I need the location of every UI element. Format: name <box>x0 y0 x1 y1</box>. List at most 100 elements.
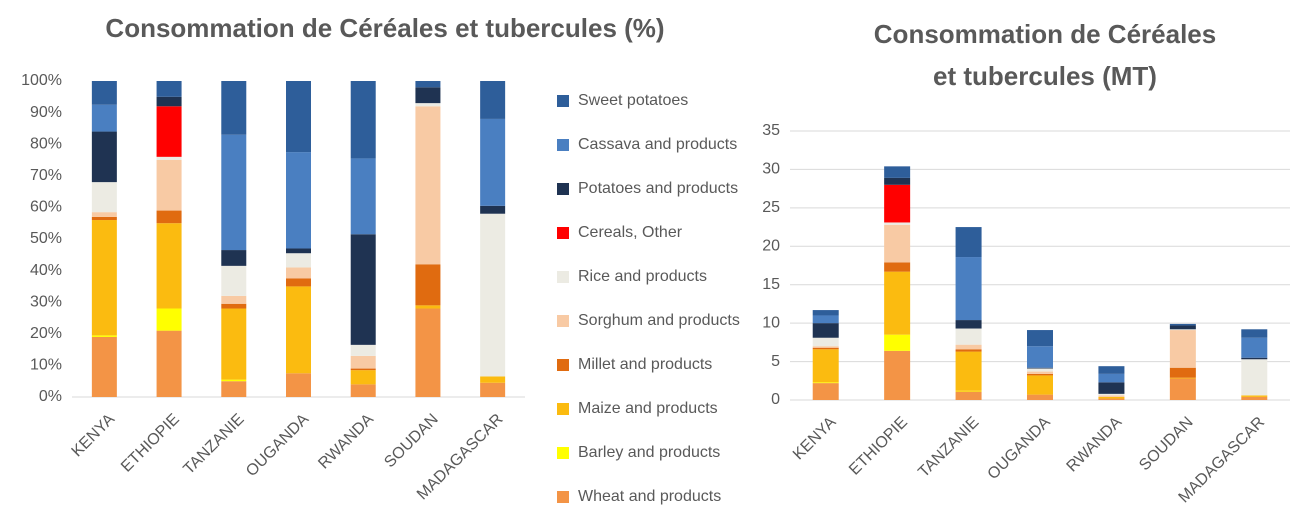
bar-segment <box>812 349 839 383</box>
legend-label: Cassava and products <box>578 136 737 153</box>
bar-segment <box>955 391 982 400</box>
bar-segment <box>221 381 247 397</box>
bar-segment <box>480 382 506 397</box>
x-tick-label: ETHIOPIE <box>846 414 911 479</box>
bar-segment <box>350 344 376 356</box>
y-tick-label: 10 <box>762 314 780 331</box>
bar-segment <box>286 267 311 279</box>
bar-segment <box>1027 394 1053 400</box>
bar-segment <box>1241 396 1268 400</box>
bar-segment <box>350 81 376 159</box>
legend-label: Sorghum and products <box>578 312 740 329</box>
x-tick-label: OUGANDA <box>985 414 1054 483</box>
bar-segment <box>812 347 839 350</box>
legend-swatch <box>557 183 569 195</box>
bar-segment <box>156 156 182 160</box>
legend-swatch <box>557 139 569 151</box>
y-tick-label: 20% <box>30 325 62 342</box>
y-tick-label: 30% <box>30 293 62 310</box>
y-tick-label: 35 <box>762 122 780 139</box>
bar-segment <box>812 383 839 400</box>
bar-segment <box>1027 367 1053 369</box>
bar-segment <box>221 295 247 304</box>
bar-segment <box>415 308 441 397</box>
bar-segment <box>480 81 506 119</box>
bar-segment <box>91 336 117 397</box>
bar-segment <box>286 278 311 287</box>
bar-segment <box>156 223 182 309</box>
bar-segment <box>1169 377 1196 379</box>
bar-segment <box>955 390 982 392</box>
bar-segment <box>156 160 182 211</box>
bar-segment <box>350 370 376 385</box>
legend-swatch <box>557 315 569 327</box>
bar-segment <box>955 351 982 391</box>
bar-segment <box>480 376 506 383</box>
bar-segment <box>286 248 311 254</box>
bar-segment <box>91 220 117 336</box>
y-tick-label: 20 <box>762 238 780 255</box>
bar-segment <box>1241 329 1268 338</box>
bar-segment <box>955 344 982 350</box>
bar-segment <box>884 271 911 335</box>
bar-segment <box>350 234 376 345</box>
bar-segment <box>812 382 839 384</box>
legend-label: Wheat and products <box>578 488 721 505</box>
bar-segment <box>1027 373 1053 376</box>
bar-segment <box>1027 368 1053 372</box>
legend-label: Barley and products <box>578 444 720 461</box>
bar-segment <box>415 87 441 104</box>
legend-swatch <box>557 447 569 459</box>
x-tick-label: KENYA <box>790 414 840 464</box>
legend-label: Millet and products <box>578 356 712 373</box>
bar-segment <box>1098 396 1125 399</box>
bar-segment <box>415 106 441 265</box>
legend-label: Potatoes and products <box>578 180 738 197</box>
bar-segment <box>156 96 182 107</box>
bar-segment <box>812 315 839 324</box>
chart-title: Consommation de Céréales et tubercules (… <box>105 13 664 43</box>
bar-segment <box>1027 375 1053 395</box>
bar-segment <box>884 262 911 272</box>
bar-segment <box>286 81 311 153</box>
bar-segment <box>1169 378 1196 400</box>
bar-segment <box>221 81 247 135</box>
legend-label: Maize and products <box>578 400 718 417</box>
y-tick-label: 10% <box>30 357 62 374</box>
bar-segment <box>955 349 982 352</box>
bar-segment <box>221 250 247 266</box>
bar-segment <box>1098 366 1125 374</box>
bar-segment <box>221 379 247 382</box>
bar-segment <box>286 253 311 268</box>
y-tick-label: 0 <box>771 391 780 408</box>
chart-title: Consommation de Céréales <box>874 19 1216 49</box>
x-tick-label: OUGANDA <box>243 411 312 480</box>
bar-segment <box>1241 357 1268 360</box>
y-tick-label: 0% <box>39 388 62 405</box>
bar-segment <box>286 286 311 374</box>
legend-swatch <box>557 403 569 415</box>
bar-segment <box>91 182 117 213</box>
bar-segment <box>156 308 182 331</box>
bar-segment <box>221 265 247 296</box>
bar-segment <box>1098 393 1125 396</box>
bar-segment <box>350 384 376 397</box>
bar-segment <box>1241 337 1268 358</box>
bar-segment <box>350 355 376 369</box>
legend-swatch <box>557 271 569 283</box>
legend-label: Sweet potatoes <box>578 92 688 109</box>
bar-segment <box>156 330 182 397</box>
bar-segment <box>1098 373 1125 383</box>
x-tick-label: ETHIOPIE <box>118 411 183 476</box>
bar-segment <box>812 310 839 316</box>
bar-segment <box>286 152 311 249</box>
y-tick-label: 5 <box>771 353 780 370</box>
bar-segment <box>812 323 839 338</box>
bar-segment <box>91 216 117 221</box>
bar-segment <box>1241 359 1268 396</box>
y-tick-label: 70% <box>30 167 62 184</box>
bar-segment <box>156 81 182 97</box>
bar-segment <box>91 104 117 132</box>
bar-segment <box>955 320 982 329</box>
